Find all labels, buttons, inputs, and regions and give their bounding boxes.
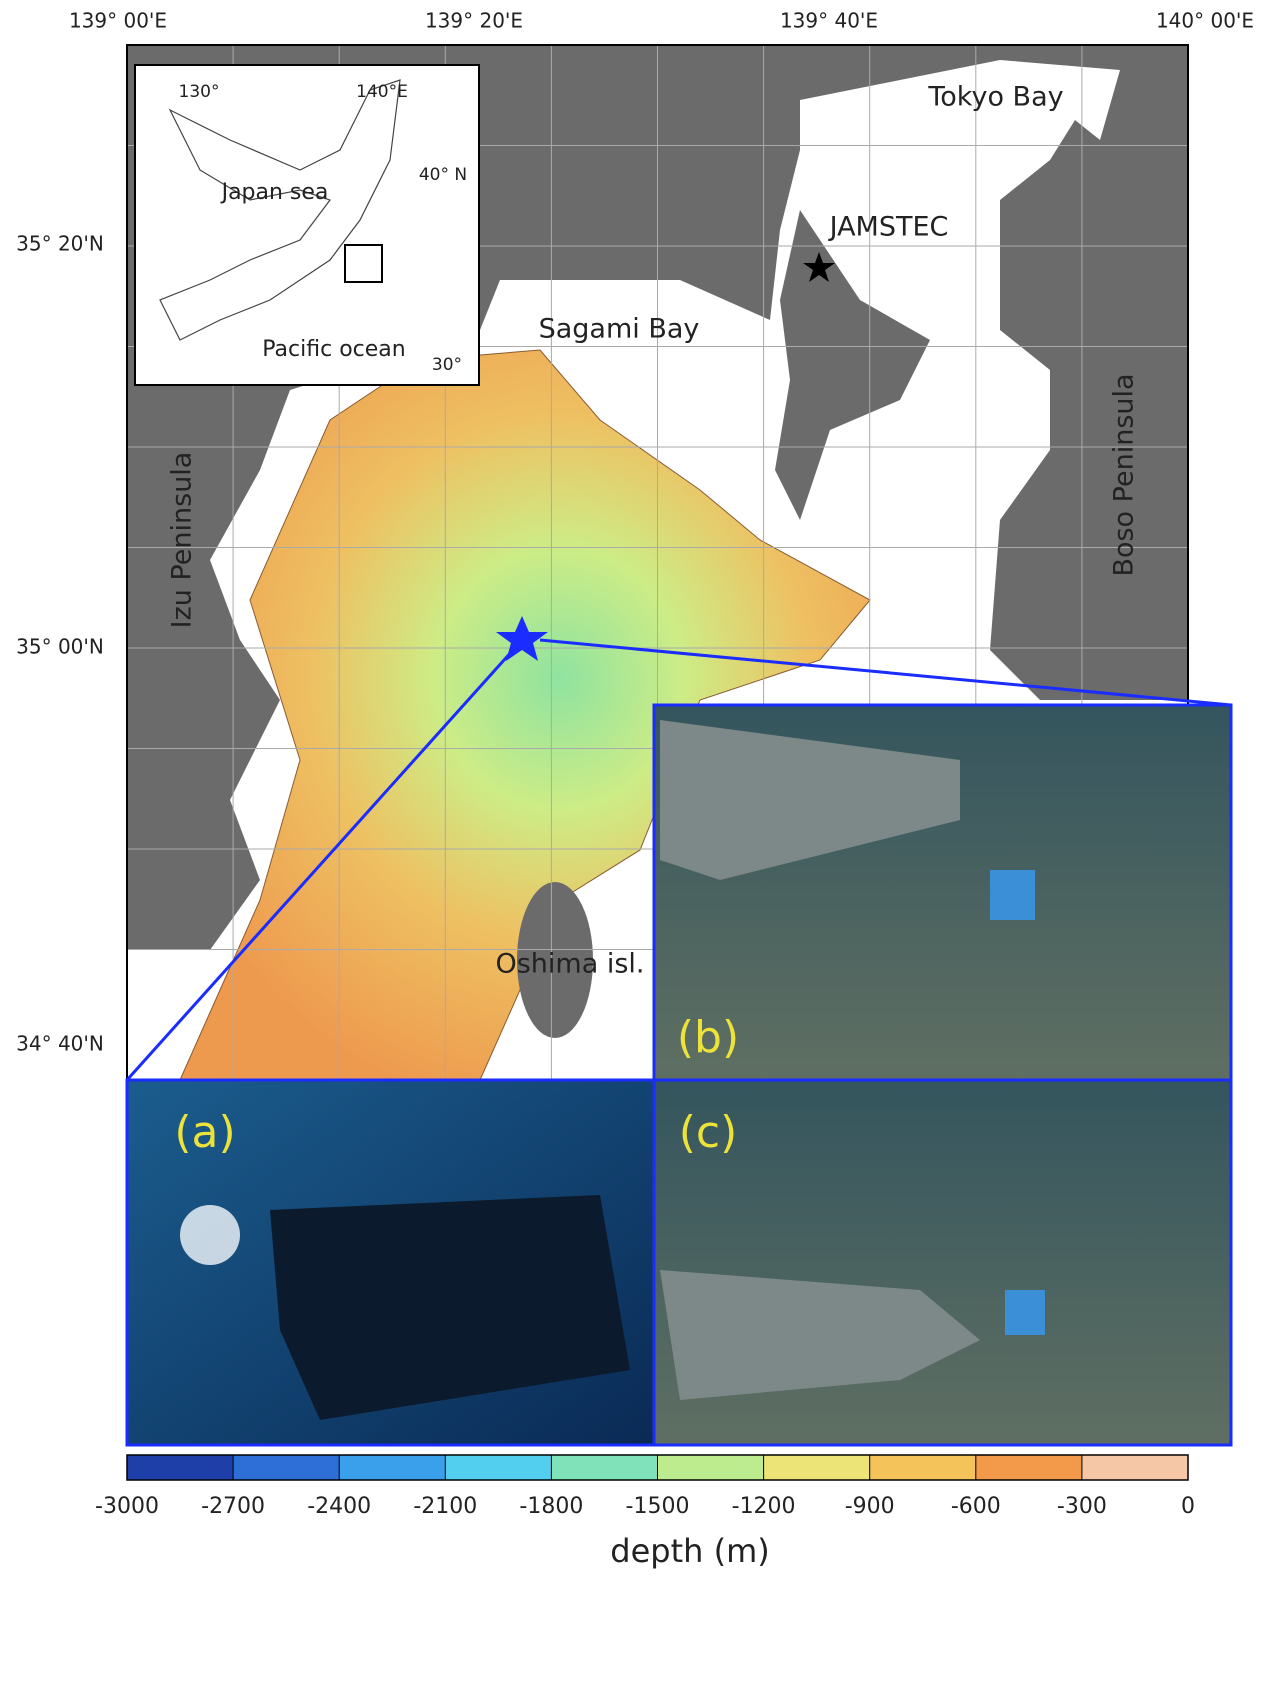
place-label: Oshima isl. bbox=[495, 949, 644, 980]
light bbox=[180, 1205, 240, 1265]
colorbar-segment bbox=[976, 1455, 1083, 1480]
colorbar-tick-label: -2700 bbox=[201, 1494, 265, 1519]
lon-label: 139° 40'E bbox=[780, 9, 878, 33]
colorbar-tick-label: 0 bbox=[1181, 1494, 1195, 1519]
colorbar-tick-label: -2100 bbox=[413, 1494, 477, 1519]
place-label: JAMSTEC bbox=[828, 212, 949, 243]
colorbar-tick-label: -900 bbox=[845, 1494, 895, 1519]
colorbar-segment bbox=[870, 1455, 977, 1480]
photo-a: (a) bbox=[127, 1080, 654, 1445]
photo-c: (c) bbox=[654, 1080, 1231, 1445]
colorbar-segment bbox=[445, 1455, 552, 1480]
lon-label: 140° 00'E bbox=[1156, 9, 1254, 33]
inset-label: Pacific ocean bbox=[262, 337, 405, 362]
lat-label: 34° 40'N bbox=[16, 1032, 104, 1056]
colorbar-label: depth (m) bbox=[610, 1532, 769, 1570]
lat-label: 35° 00'N bbox=[16, 635, 104, 659]
colorbar-tick-label: -3000 bbox=[95, 1494, 159, 1519]
place-label: Sagami Bay bbox=[539, 314, 700, 345]
sensor bbox=[1005, 1290, 1045, 1335]
photo-b: (b) bbox=[654, 705, 1231, 1080]
colorbar-tick-label: -2400 bbox=[307, 1494, 371, 1519]
colorbar-tick-label: -1200 bbox=[732, 1494, 796, 1519]
inset-map: 130° 140°E 40° N 30° Japan sea Pacific o… bbox=[135, 65, 479, 385]
place-label: Tokyo Bay bbox=[927, 82, 1063, 113]
inset-label: 40° N bbox=[419, 165, 467, 185]
panel-label: (c) bbox=[679, 1107, 738, 1158]
colorbar-tick-label: -600 bbox=[951, 1494, 1001, 1519]
figure: 139° 00'E 139° 20'E 139° 40'E 140° 00'E … bbox=[0, 0, 1271, 1683]
inset-label: Japan sea bbox=[220, 180, 329, 205]
colorbar-segment bbox=[127, 1455, 234, 1480]
colorbar-tick-label: -1500 bbox=[626, 1494, 690, 1519]
colorbar-segment bbox=[658, 1455, 765, 1480]
inset-label: 140°E bbox=[356, 82, 408, 102]
colorbar: -3000-2700-2400-2100-1800-1500-1200-900-… bbox=[95, 1455, 1195, 1519]
colorbar-segment bbox=[1082, 1455, 1189, 1480]
colorbar-segment bbox=[764, 1455, 871, 1480]
colorbar-segment bbox=[551, 1455, 658, 1480]
colorbar-tick-label: -1800 bbox=[519, 1494, 583, 1519]
place-label: Boso Peninsula bbox=[1109, 373, 1140, 576]
colorbar-tick-label: -300 bbox=[1057, 1494, 1107, 1519]
lon-label: 139° 00'E bbox=[69, 9, 167, 33]
colorbar-segment bbox=[339, 1455, 446, 1480]
inset-label: 30° bbox=[432, 355, 462, 375]
colorbar-segment bbox=[233, 1455, 340, 1480]
panel-label: (b) bbox=[677, 1012, 739, 1063]
lat-label: 35° 20'N bbox=[16, 232, 104, 256]
sensor bbox=[990, 870, 1035, 920]
place-label: Izu Peninsula bbox=[167, 452, 198, 629]
panel-label: (a) bbox=[174, 1107, 235, 1158]
inset-label: 130° bbox=[179, 82, 220, 102]
lon-label: 139° 20'E bbox=[425, 9, 523, 33]
